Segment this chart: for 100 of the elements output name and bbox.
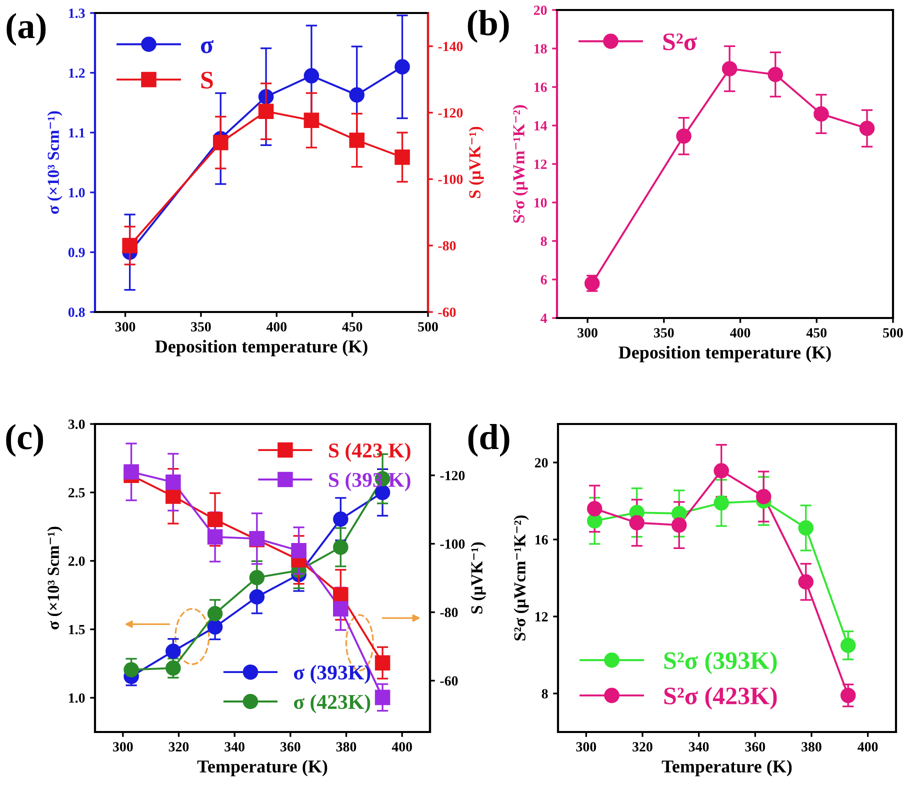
point: [859, 120, 875, 136]
legend-label: S²σ: [663, 33, 697, 50]
x-tick-label: 400: [266, 322, 287, 332]
y-tick-label: 16: [536, 535, 548, 544]
point: [207, 619, 223, 635]
y-tick-label: 14: [534, 121, 548, 130]
y-tick-label: 8: [542, 689, 548, 698]
x-tick-label: 350: [191, 322, 211, 332]
point: [374, 690, 390, 706]
y-tick-label: 1.3: [69, 8, 85, 18]
y-tick-label: 2.5: [68, 488, 85, 498]
legend-label: S (423 K): [329, 442, 410, 462]
point: [122, 238, 138, 254]
point: [212, 134, 228, 150]
point: [207, 606, 223, 622]
point: [756, 488, 772, 504]
point: [840, 688, 856, 704]
legend-label: σ: [200, 40, 214, 54]
point: [304, 112, 320, 128]
y-tick-label: 1.0: [69, 188, 85, 198]
point: [798, 574, 814, 590]
x-tick-label: 340: [224, 742, 244, 752]
y-tick-label: 1.1: [69, 128, 85, 138]
chart-title: (d): [468, 424, 510, 457]
y-tick-label: 12: [534, 160, 547, 169]
point: [714, 463, 730, 478]
point: [333, 512, 348, 527]
y-tick-label: 1.0: [69, 693, 85, 703]
point: [124, 662, 139, 678]
x-tick-label: 400: [392, 742, 412, 752]
point: [798, 520, 814, 536]
point: [676, 128, 692, 144]
point: [714, 495, 730, 511]
x-tick-label: 500: [418, 322, 438, 332]
y2-tick-label: -120: [440, 470, 465, 480]
x-axis-title: Temperature (K): [197, 760, 328, 776]
y-tick-label: 12: [536, 612, 548, 622]
x-axis-title: Deposition temperature (K): [155, 340, 368, 356]
point: [166, 644, 181, 659]
y-tick-label: 6: [540, 275, 547, 284]
y-tick-label: 18: [534, 44, 547, 54]
x-tick-label: 350: [654, 328, 674, 338]
x-tick-label: 450: [342, 322, 362, 332]
y2-tick-label: -80: [438, 241, 456, 251]
legend-label: σ (423K): [294, 694, 370, 714]
y-tick-label: 2.0: [68, 556, 85, 566]
legend-label: S²σ (423K): [664, 686, 777, 710]
point: [249, 570, 265, 586]
point: [258, 104, 274, 119]
y-tick-label: 3.0: [68, 420, 85, 430]
x-tick-label: 450: [806, 328, 827, 338]
y-tick-label: 8: [540, 236, 547, 246]
y2-tick-label: -80: [440, 608, 458, 618]
y-tick-label: 4: [540, 314, 548, 323]
x-tick-label: 400: [858, 742, 878, 752]
point: [207, 529, 223, 545]
y-axis-title: S²σ (μWm⁻¹K⁻²): [512, 105, 528, 223]
y-tick-label: 1.2: [69, 68, 85, 78]
y2-axis-title: S (μVK⁻¹): [470, 542, 486, 614]
point: [629, 515, 645, 530]
point: [166, 488, 181, 504]
x-tick-label: 300: [576, 742, 596, 752]
point: [124, 464, 139, 480]
point: [207, 512, 223, 528]
legend-label: S: [201, 72, 213, 89]
point: [166, 474, 181, 490]
y-tick-label: 20: [534, 458, 548, 468]
point: [333, 587, 348, 602]
y-tick-label: 16: [534, 82, 547, 92]
y-tick-label: 10: [534, 198, 547, 208]
point: [394, 150, 410, 165]
point: [586, 501, 602, 516]
y2-axis-title: S (μVK⁻¹): [468, 126, 484, 198]
x-tick-label: 360: [745, 742, 766, 752]
y-axis-title: σ (×10³ Scm⁻¹): [47, 111, 62, 214]
point: [349, 132, 364, 148]
point: [814, 106, 829, 122]
x-tick-label: 320: [632, 742, 652, 752]
x-tick-label: 380: [336, 742, 356, 752]
legend-label: S²σ (393K): [664, 652, 777, 674]
point: [349, 87, 364, 103]
point: [304, 68, 320, 84]
y2-tick-label: -100: [438, 174, 463, 184]
point: [768, 66, 784, 82]
y2-tick-label: -100: [440, 539, 465, 549]
point: [333, 540, 348, 555]
point: [722, 61, 738, 76]
legend-label: σ (393K): [294, 664, 370, 684]
y-axis-title: S²σ (μWcm⁻¹K⁻²): [514, 515, 529, 640]
point: [249, 589, 265, 605]
x-tick-label: 360: [280, 742, 300, 752]
y2-tick-label: -140: [438, 42, 463, 52]
x-axis-title: Deposition temperature (K): [618, 346, 831, 362]
y-tick-label: 1.5: [69, 624, 85, 634]
point: [333, 601, 348, 616]
chart-title: (a): [6, 13, 46, 46]
x-tick-label: 300: [113, 742, 133, 752]
point: [166, 660, 181, 676]
y2-tick-label: -120: [438, 108, 463, 118]
x-tick-label: 300: [578, 328, 598, 338]
